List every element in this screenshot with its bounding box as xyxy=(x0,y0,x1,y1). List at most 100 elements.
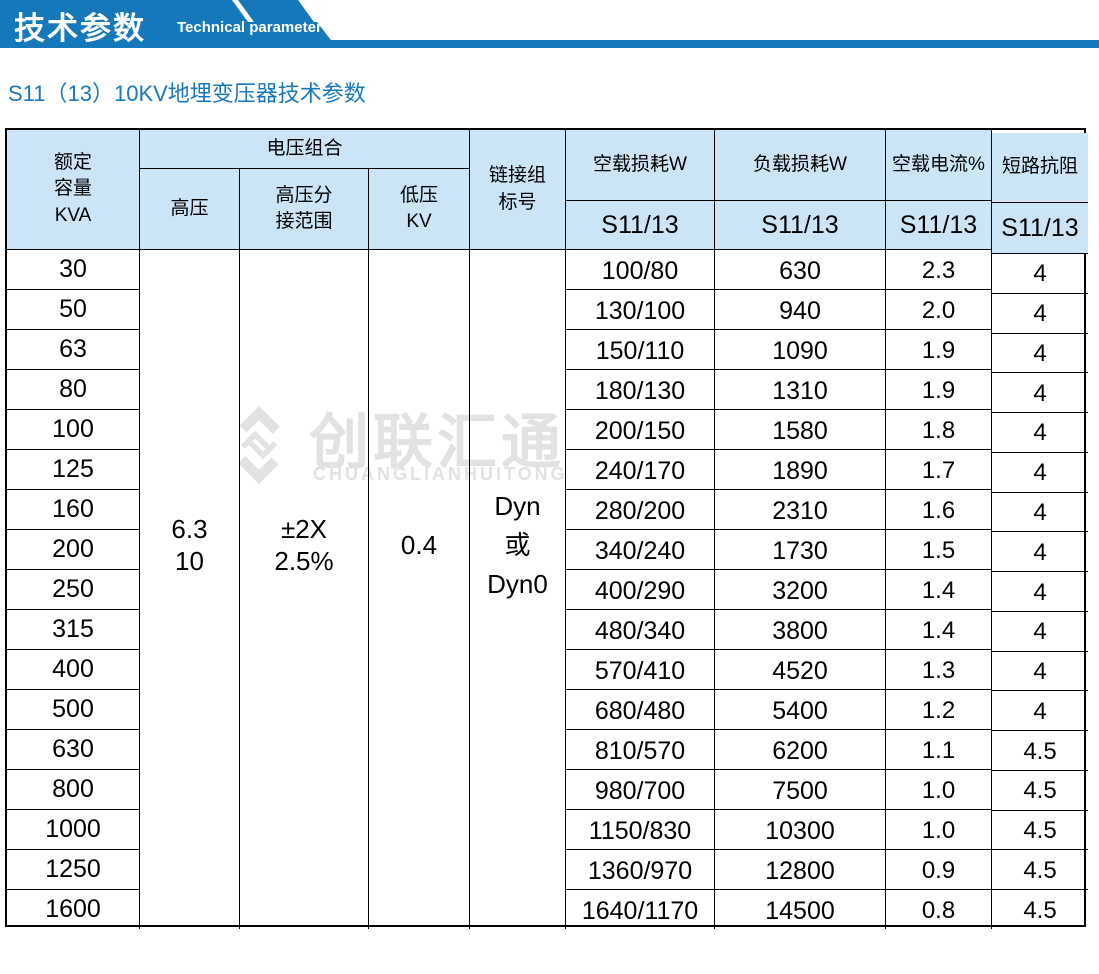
watermark-text-cn: 创联汇通 xyxy=(309,409,565,476)
capacity-cell: 200 xyxy=(7,530,139,570)
no-load-loss-cell: 180/130 xyxy=(566,370,714,410)
no-load-loss-cell: 340/240 xyxy=(566,530,714,570)
load-loss-cell: 1730 xyxy=(715,530,885,570)
no-load-current-cell: 1.1 xyxy=(886,730,991,770)
no-load-current-cell: 1.6 xyxy=(886,490,991,530)
short-impedance-cell: 4.5 xyxy=(992,811,1088,851)
short-impedance-cell: 4 xyxy=(992,373,1088,414)
lv-value-cell: 0.4 xyxy=(369,250,470,929)
no-load-current-cell: 1.2 xyxy=(886,690,991,730)
load-loss-cell: 12800 xyxy=(715,850,885,890)
no-load-loss-cell: 400/290 xyxy=(566,570,714,610)
no-load-loss-cell: 280/200 xyxy=(566,490,714,530)
load-loss-cell: 3200 xyxy=(715,570,885,610)
no-load-loss-cell: 480/340 xyxy=(566,610,714,650)
load-loss-cell: 4520 xyxy=(715,650,885,690)
banner-title-cn: 技术参数 xyxy=(14,11,146,46)
header-no-load-current-model: S11/13 xyxy=(886,201,992,250)
header-rated-capacity: 额定 容量 KVA xyxy=(7,130,140,250)
brand-logo-icon xyxy=(238,405,280,485)
header-no-load-loss-model: S11/13 xyxy=(566,201,715,250)
no-load-current-cell: 1.9 xyxy=(886,370,991,410)
no-load-current-cell: 1.5 xyxy=(886,530,991,570)
no-load-current-cell: 1.8 xyxy=(886,410,991,450)
short-impedance-cell: 4.5 xyxy=(1023,896,1057,924)
tap-range-value-cell: ±2X 2.5% xyxy=(240,250,369,929)
no-load-loss-cell: 150/110 xyxy=(566,330,714,370)
banner-main-shape: 技术参数 Technical parameter xyxy=(0,0,337,48)
header-load-loss: 负载损耗W xyxy=(715,130,886,201)
capacity-cell: 160 xyxy=(7,490,139,530)
capacity-cell: 630 xyxy=(7,730,139,770)
load-loss-cell: 940 xyxy=(715,290,885,330)
no-load-loss-cell: 570/410 xyxy=(566,650,714,690)
no-load-current-cell: 1.9 xyxy=(886,330,991,370)
short-impedance-cell: 4 xyxy=(992,612,1088,652)
load-loss-cell: 1090 xyxy=(715,330,885,370)
capacity-cell: 125 xyxy=(7,450,139,490)
short-impedance-cell: 4 xyxy=(992,453,1088,493)
short-impedance-cell: 4 xyxy=(992,254,1088,294)
load-loss-cell: 1890 xyxy=(715,450,885,490)
top-banner: 技术参数 Technical parameter xyxy=(0,0,1099,49)
load-loss-cell: 1580 xyxy=(715,410,885,450)
no-load-loss-cell: 810/570 xyxy=(566,730,714,770)
no-load-loss-cell: 680/480 xyxy=(566,690,714,730)
capacity-cell: 1600 xyxy=(45,895,101,923)
parameters-table: 额定 容量 KVA 电压组合 高压 高压分 接范围 低压 KV 链接组 标号 空… xyxy=(5,128,1088,929)
header-connection-group: 链接组 标号 xyxy=(470,130,566,250)
page-title: S11（13）10KV地埋变压器技术参数 xyxy=(8,81,366,106)
no-load-current-cell: 1.4 xyxy=(886,610,991,650)
header-voltage-combo: 电压组合 xyxy=(140,130,470,169)
capacity-cell: 80 xyxy=(7,370,139,410)
no-load-current-cell: 0.9 xyxy=(886,850,991,890)
capacity-cell: 250 xyxy=(7,570,139,610)
capacity-cell: 400 xyxy=(7,650,139,690)
no-load-current-column: 2.3 2.0 1.9 1.9 1.8 1.7 1.6 1.5 1.4 1.4 1.3 1.2 1.1 1… xyxy=(886,250,992,929)
no-load-current-cell: 1.0 xyxy=(886,770,991,810)
short-impedance-cell: 4.5 xyxy=(992,850,1088,891)
no-load-current-cell: 1.0 xyxy=(886,810,991,850)
no-load-loss-cell: 1640/1170 xyxy=(581,897,699,925)
short-impedance-cell: 4 xyxy=(992,572,1088,612)
load-loss-cell: 6200 xyxy=(715,730,885,770)
hv-value-cell: 6.3 10 xyxy=(140,250,240,929)
no-load-current-cell: 1.3 xyxy=(886,650,991,690)
watermark: 创联汇通 CHUANGLIANHUITONG xyxy=(213,396,773,496)
capacity-cell: 800 xyxy=(7,770,139,810)
capacity-cell: 30 xyxy=(7,250,139,290)
no-load-loss-cell: 130/100 xyxy=(566,290,714,330)
no-load-current-cell: 2.3 xyxy=(886,250,991,290)
load-loss-cell: 2310 xyxy=(715,490,885,530)
header-short-impedance-model: S11/13 xyxy=(992,203,1088,254)
no-load-loss-cell: 100/80 xyxy=(566,250,714,290)
capacity-column: 30 50 63 80 100 125 160 200 250 315 400 500 630 800 10… xyxy=(7,250,140,929)
capacity-cell: 315 xyxy=(7,610,139,650)
no-load-current-cell: 0.8 xyxy=(921,897,956,924)
no-load-loss-cell: 980/700 xyxy=(566,770,714,810)
short-impedance-cell: 4 xyxy=(992,652,1088,692)
watermark-text-en: CHUANGLIANHUITONG xyxy=(313,464,568,484)
capacity-cell: 50 xyxy=(7,290,139,330)
connection-value-cell: Dyn 或 Dyn0 xyxy=(470,250,566,929)
header-hv-tap-range: 高压分 接范围 xyxy=(240,169,369,250)
short-impedance-cell: 4 xyxy=(992,334,1088,374)
load-loss-cell: 14500 xyxy=(765,897,835,925)
short-impedance-cell: 4 xyxy=(992,294,1088,334)
short-impedance-cell: 4.5 xyxy=(992,771,1088,811)
banner-wedge-shape xyxy=(238,0,314,22)
no-load-current-cell: 1.7 xyxy=(886,450,991,490)
header-no-load-loss: 空载损耗W xyxy=(566,130,715,201)
short-impedance-cell: 4 xyxy=(992,691,1088,732)
no-load-loss-cell: 1360/970 xyxy=(566,850,714,890)
capacity-cell: 1000 xyxy=(7,810,139,850)
no-load-loss-column: 100/80 130/100 150/110 180/130 200/150 240/17… xyxy=(566,250,715,929)
banner-title-en: Technical parameter xyxy=(177,19,322,36)
no-load-current-cell: 1.4 xyxy=(886,570,991,610)
load-loss-cell: 1310 xyxy=(715,370,885,410)
no-load-loss-cell: 240/170 xyxy=(566,450,714,490)
short-impedance-cell: 4 xyxy=(992,413,1088,453)
capacity-cell: 100 xyxy=(7,410,139,450)
banner-bottom-strip xyxy=(0,40,1099,48)
load-loss-cell: 7500 xyxy=(715,770,885,810)
